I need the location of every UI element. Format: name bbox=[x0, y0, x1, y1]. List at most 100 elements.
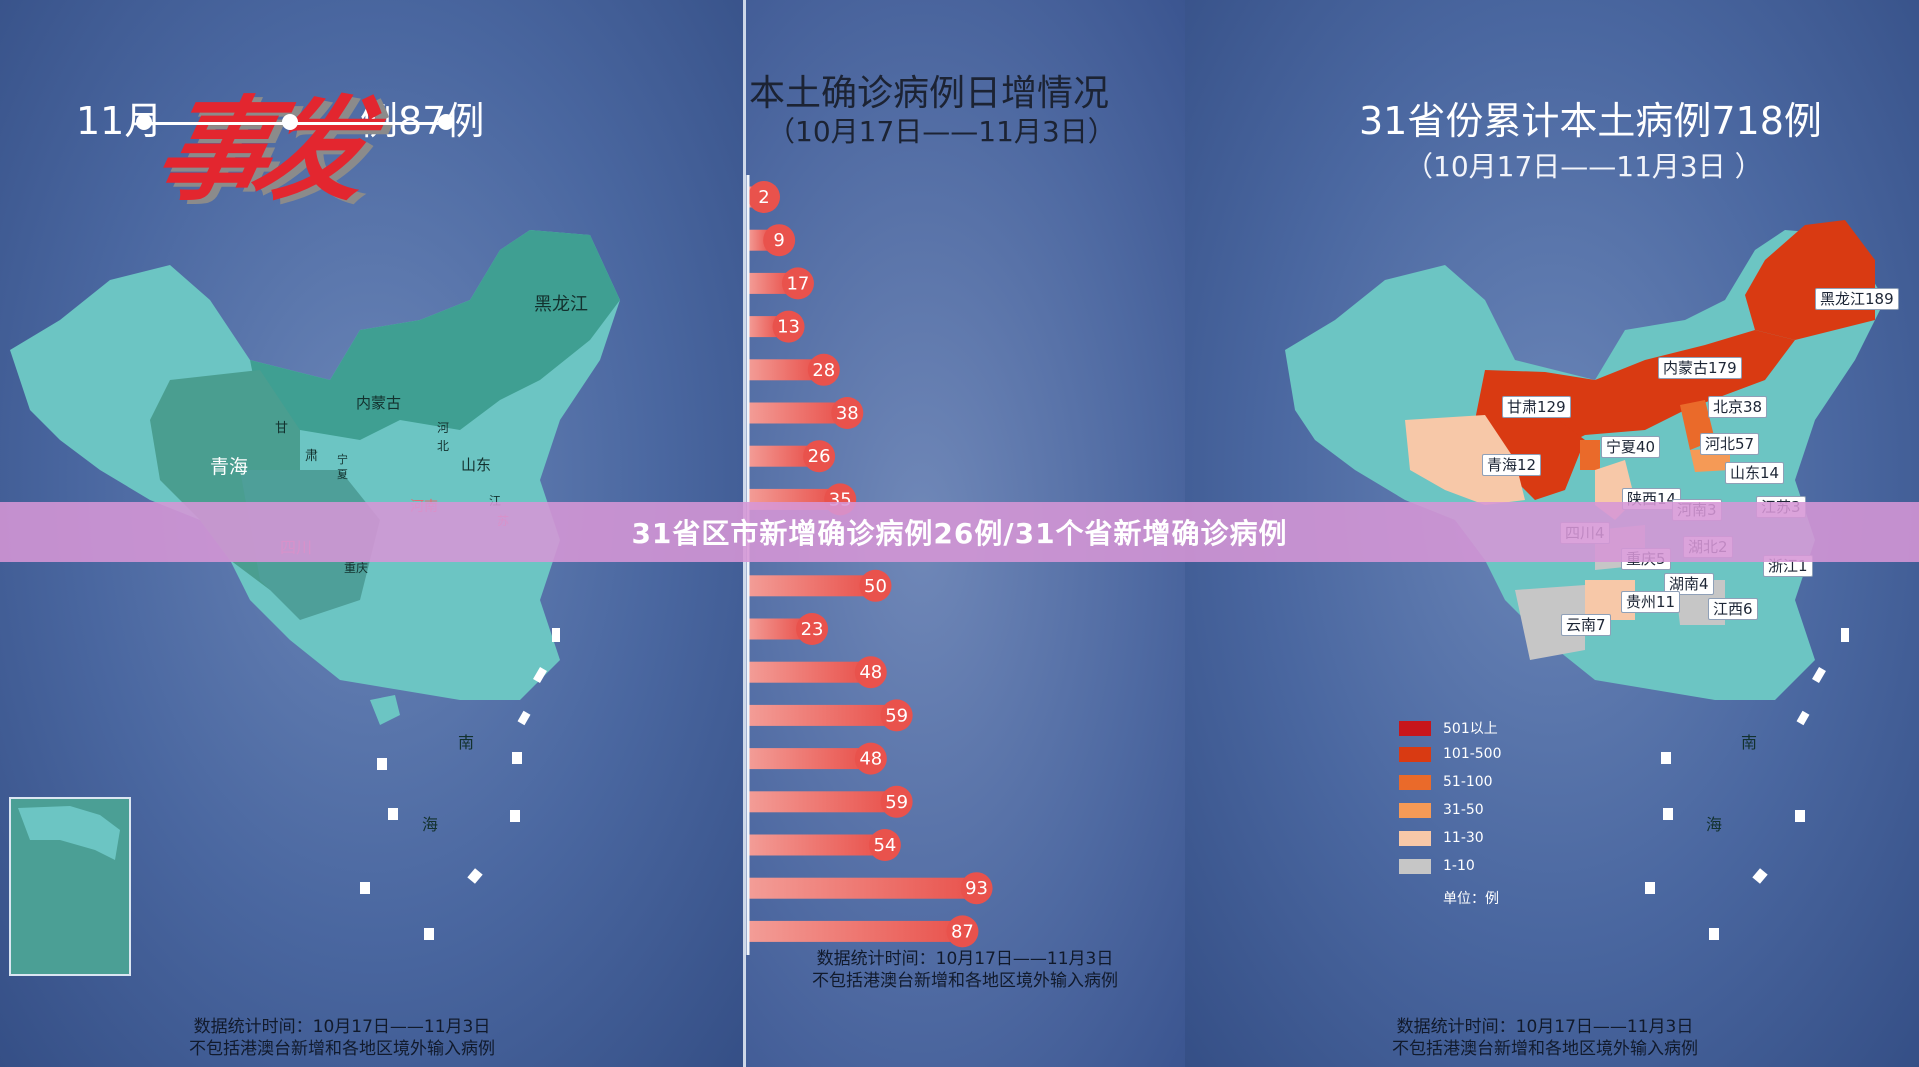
right-map-heilongjiang bbox=[1745, 220, 1875, 340]
data-label: 13 bbox=[777, 317, 800, 338]
value-bubble bbox=[763, 224, 796, 257]
province-tag: 甘肃129 bbox=[1502, 396, 1571, 418]
left-label-neimenggu: 内蒙古 bbox=[356, 394, 401, 412]
right-footnote: 数据统计时间：10月17日——11月3日 不包括港澳台新增和各地区境外输入病例 bbox=[1335, 1016, 1755, 1060]
left-label-bei: 北 bbox=[437, 439, 449, 453]
left-label-ning: 宁 bbox=[337, 452, 348, 466]
legend-swatch bbox=[1399, 858, 1431, 874]
chart-title: 本土确诊病例日增情况 bbox=[749, 73, 1110, 114]
province-tag: 江西6 bbox=[1708, 598, 1758, 620]
bar bbox=[748, 575, 866, 597]
right-title: 31省份累计本土病例718例 bbox=[1359, 99, 1822, 143]
province-tag: 内蒙古179 bbox=[1658, 357, 1742, 379]
province-tag: 贵州11 bbox=[1621, 591, 1681, 613]
legend-item: 11-30 bbox=[1399, 830, 1484, 846]
legend-swatch bbox=[1399, 774, 1431, 790]
left-china-map: 黑龙江 内蒙古 青海 甘 肃 宁 夏 河 北 山东 河南 江 苏 四川 重庆 南… bbox=[9, 230, 620, 976]
legend-item: 101-500 bbox=[1399, 746, 1502, 762]
bar bbox=[748, 272, 788, 294]
data-label: 59 bbox=[885, 705, 908, 726]
right-label-hai: 海 bbox=[1706, 815, 1722, 834]
left-south-sea-islands bbox=[360, 628, 560, 940]
logo-rewind-icon bbox=[282, 114, 298, 130]
bar bbox=[748, 661, 861, 683]
data-label: 48 bbox=[859, 662, 882, 683]
province-tag: 宁夏40 bbox=[1601, 436, 1661, 458]
left-map-hainan bbox=[370, 695, 400, 725]
value-bubble bbox=[807, 353, 840, 386]
middle-footnote-line1: 数据统计时间：10月17日——11月3日 bbox=[816, 949, 1114, 969]
bar bbox=[748, 359, 814, 381]
left-label-gan: 甘 bbox=[275, 421, 288, 436]
left-map-north bbox=[250, 230, 620, 440]
legend-swatch bbox=[1399, 830, 1431, 846]
right-map-gansu bbox=[1475, 400, 1585, 500]
logo-play-icon bbox=[136, 114, 152, 130]
legend-label: 101-500 bbox=[1443, 746, 1502, 762]
bar bbox=[748, 618, 803, 640]
value-bubble bbox=[868, 829, 901, 861]
bar bbox=[748, 920, 953, 942]
headline-banner: 31省区市新增确诊病例26例/31个省新增确诊病例 bbox=[0, 502, 1919, 562]
value-bubble bbox=[796, 613, 829, 645]
data-label: 87 bbox=[951, 921, 974, 942]
province-tag: 湖南4 bbox=[1664, 573, 1714, 595]
value-bubble bbox=[859, 569, 892, 602]
province-tag: 北京38 bbox=[1708, 396, 1768, 418]
province-tag: 云南7 bbox=[1561, 614, 1611, 636]
left-label-heilongjiang: 黑龙江 bbox=[534, 294, 588, 315]
value-bubble bbox=[960, 872, 993, 905]
left-label-xia: 夏 bbox=[337, 468, 348, 481]
bar bbox=[748, 834, 875, 856]
left-footnote-line2: 不包括港澳台新增和各地区境外输入病例 bbox=[189, 1039, 495, 1059]
legend-label: 501以上 bbox=[1443, 721, 1498, 737]
left-label-hai: 海 bbox=[422, 815, 438, 834]
right-map-ningxia bbox=[1580, 440, 1600, 470]
data-label: 54 bbox=[873, 835, 896, 856]
data-label: 23 bbox=[801, 619, 824, 640]
data-label: 93 bbox=[965, 878, 988, 899]
data-label: 48 bbox=[859, 749, 882, 770]
data-label: 26 bbox=[808, 446, 831, 467]
data-label: 9 bbox=[773, 230, 784, 251]
data-label: 2 bbox=[758, 187, 769, 208]
bar bbox=[748, 402, 838, 424]
middle-footnote-line2: 不包括港澳台新增和各地区境外输入病例 bbox=[812, 971, 1118, 991]
left-inset-land bbox=[18, 806, 120, 860]
legend-item: 501以上 bbox=[1399, 718, 1498, 738]
legend-swatch bbox=[1399, 746, 1431, 762]
legend-swatch bbox=[1399, 720, 1431, 736]
legend-label: 1-10 bbox=[1443, 858, 1475, 874]
left-footnote: 数据统计时间：10月17日——11月3日 不包括港澳台新增和各地区境外输入病例 bbox=[132, 1016, 552, 1060]
province-tag: 河北57 bbox=[1700, 433, 1760, 455]
value-bubble bbox=[781, 267, 814, 300]
chart-subtitle: （10月17日——11月3日） bbox=[767, 115, 1116, 148]
value-bubble bbox=[854, 656, 887, 689]
province-tag: 黑龙江189 bbox=[1815, 288, 1899, 310]
province-tag: 青海12 bbox=[1482, 454, 1542, 476]
data-label: 38 bbox=[836, 403, 859, 424]
right-south-sea-islands bbox=[1645, 628, 1849, 940]
bar bbox=[748, 445, 810, 467]
left-title-suffix: 例87例 bbox=[360, 99, 485, 143]
logo-end-icon bbox=[438, 114, 454, 130]
bar bbox=[748, 877, 967, 899]
daily-cases-bar-chart: 10.17210.18910.191710.201310.212810.2238… bbox=[746, 175, 993, 955]
data-label: 50 bbox=[864, 576, 887, 597]
province-tag: 山东14 bbox=[1725, 462, 1785, 484]
bar bbox=[748, 229, 770, 251]
legend-item: 51-100 bbox=[1399, 774, 1493, 790]
bar bbox=[748, 316, 779, 338]
value-bubble bbox=[748, 181, 780, 213]
right-map-qinghai bbox=[1405, 415, 1525, 505]
value-bubble bbox=[831, 397, 864, 429]
left-label-he: 河 bbox=[437, 421, 449, 435]
bar bbox=[748, 791, 887, 813]
right-footnote-line1: 数据统计时间：10月17日——11月3日 bbox=[1396, 1017, 1694, 1037]
value-bubble bbox=[803, 440, 836, 473]
left-footnote-line1: 数据统计时间：10月17日——11月3日 bbox=[193, 1017, 491, 1037]
legend-swatch bbox=[1399, 802, 1431, 818]
data-label: 59 bbox=[885, 792, 908, 813]
headline-text: 31省区市新增确诊病例26例/31个省新增确诊病例 bbox=[631, 517, 1288, 550]
legend-label: 51-100 bbox=[1443, 774, 1493, 790]
